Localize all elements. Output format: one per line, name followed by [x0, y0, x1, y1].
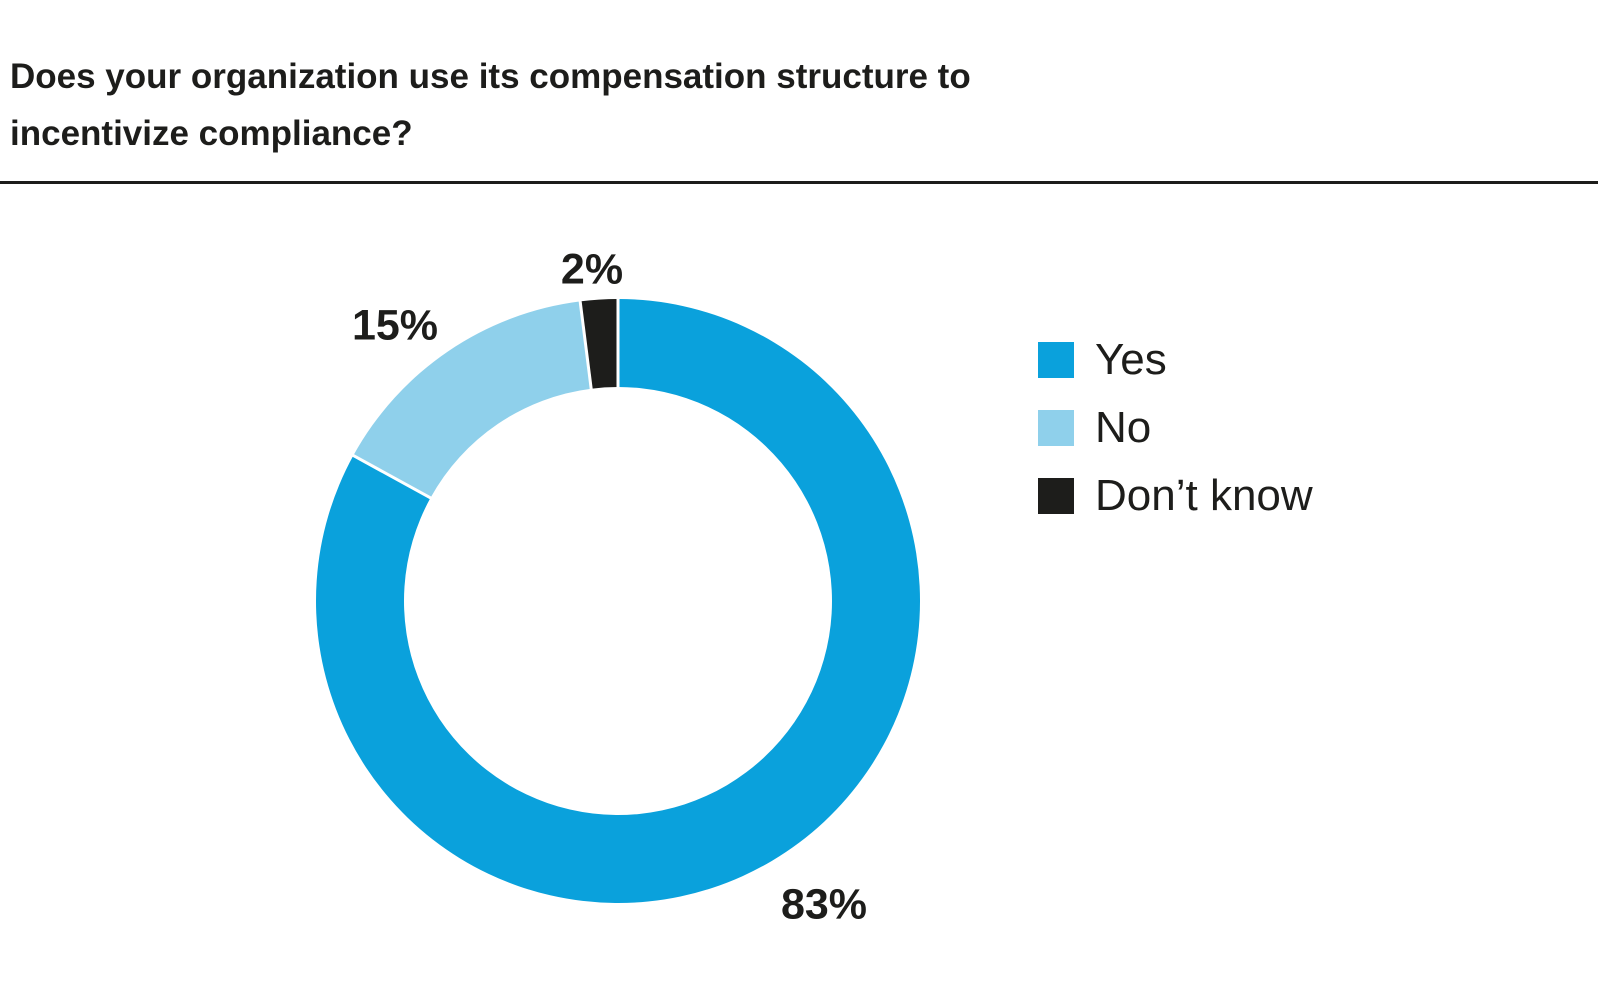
- legend-label-no: No: [1095, 403, 1152, 452]
- legend-item-dont-know: Don’t know: [1038, 474, 1313, 518]
- legend-swatch-yes-icon: [1038, 342, 1074, 378]
- chart-question-title: Does your organization use its compensat…: [10, 48, 971, 162]
- legend-item-yes: Yes: [1038, 338, 1313, 382]
- legend-label-dont-know: Don’t know: [1095, 471, 1313, 520]
- legend-item-no: No: [1038, 406, 1313, 450]
- legend-swatch-no-icon: [1038, 410, 1074, 446]
- title-divider-rule: [0, 181, 1598, 184]
- slice-separator-2: [578, 299, 593, 391]
- slice-label-no: 15%: [351, 301, 439, 350]
- slice-separator-1: [350, 453, 433, 501]
- title-line-2: incentivize compliance?: [10, 114, 413, 153]
- donut-slice-no: [353, 301, 592, 498]
- slice-label-yes: 83%: [780, 880, 868, 929]
- legend-swatch-dont-know-icon: [1038, 478, 1074, 514]
- slice-label-dont-know: 2%: [560, 245, 624, 294]
- legend: Yes No Don’t know: [1038, 338, 1313, 542]
- title-line-1: Does your organization use its compensat…: [10, 57, 971, 96]
- legend-label-yes: Yes: [1095, 335, 1167, 384]
